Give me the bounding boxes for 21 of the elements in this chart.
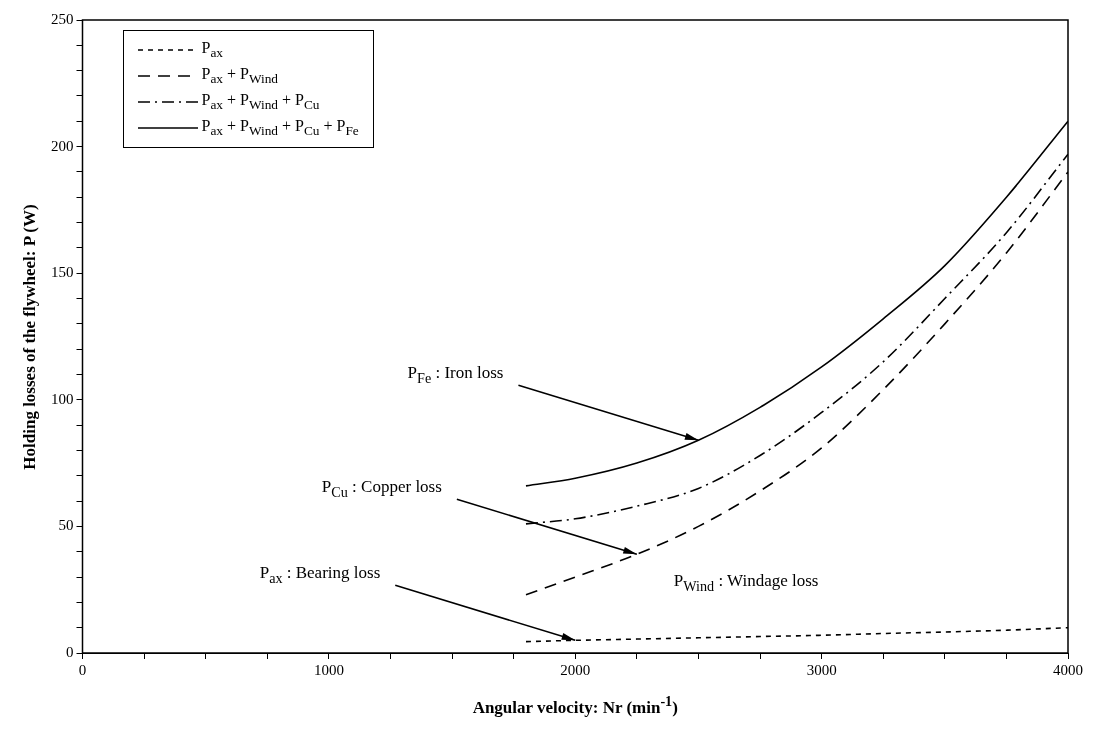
x-axis-title: Angular velocity: Nr (min$^{-1}$) <box>472 693 678 718</box>
y-tick-label: 50 <box>58 517 74 534</box>
legend-label: P$_{ax}$ + P$_{Wind}$ + P$_{Cu}$ + P$_{Fe}$ <box>201 116 359 140</box>
y-tick-label: 100 <box>51 390 74 407</box>
y-axis-title: Holding losses of the flywheel: P (W) <box>20 203 40 470</box>
annotation: P$_{Cu}$ : Copper loss <box>321 477 442 501</box>
legend-label: P$_{ax}$ <box>201 38 223 62</box>
x-tick-label: 4000 <box>1053 661 1083 678</box>
legend-label: P$_{ax}$ + P$_{Wind}$ + P$_{Cu}$ <box>201 90 320 114</box>
legend-label: P$_{ax}$ + P$_{Wind}$ <box>201 64 278 88</box>
x-tick-label: 1000 <box>313 661 344 678</box>
y-tick-label: 150 <box>51 264 74 281</box>
y-tick-label: 250 <box>51 10 74 27</box>
y-tick-label: 200 <box>51 137 74 154</box>
annotation: P$_{Fe}$ : Iron loss <box>407 363 504 387</box>
y-tick-label: 0 <box>66 643 74 660</box>
x-tick-label: 3000 <box>806 661 837 678</box>
x-tick-label: 2000 <box>560 661 591 678</box>
annotation: P$_{ax}$ : Bearing loss <box>259 563 381 588</box>
annotation: P$_{Wind}$ : Windage loss <box>673 571 819 595</box>
x-tick-label: 0 <box>78 661 87 678</box>
